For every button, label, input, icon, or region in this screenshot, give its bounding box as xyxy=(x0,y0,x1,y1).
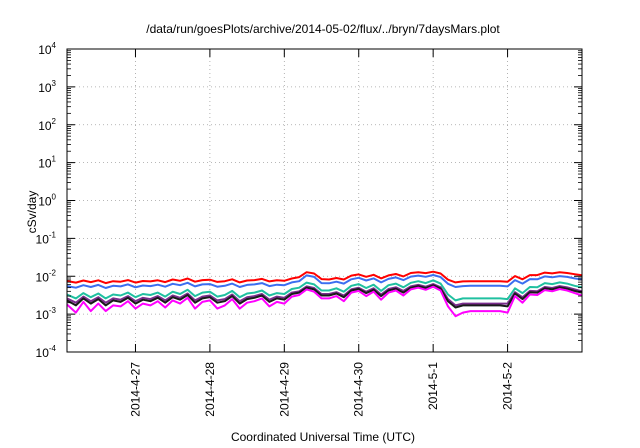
x-tick-labels: 2014-4-27 2014-4-28 2014-4-29 2014-4-30 2014… xyxy=(128,362,514,417)
y-tick-label: 103 xyxy=(38,79,56,95)
series-line-5 xyxy=(66,284,583,309)
series-line-4 xyxy=(66,283,583,307)
x-tick-label: 2014-5-1 xyxy=(426,362,440,410)
y-tick-label: 10-4 xyxy=(36,344,57,360)
y-tick-label: 102 xyxy=(38,117,56,133)
series-line-2 xyxy=(66,274,583,289)
series-line-1 xyxy=(66,270,583,285)
tick-marks xyxy=(67,48,582,353)
x-tick-label: 2014-4-29 xyxy=(277,362,291,417)
y-tick-labels: 10-4 10-3 10-2 10-1 100 101 102 103 104 xyxy=(36,41,57,360)
y-axis-label: cSv/day xyxy=(25,191,39,234)
x-tick-label: 2014-4-28 xyxy=(203,362,217,417)
y-tick-label: 104 xyxy=(38,41,56,57)
y-tick-label: 10-2 xyxy=(36,268,57,284)
y-tick-label: 101 xyxy=(38,155,56,171)
x-tick-label: 2014-4-30 xyxy=(352,362,366,417)
y-tick-label: 10-1 xyxy=(36,230,57,246)
x-axis-label: Coordinated Universal Time (UTC) xyxy=(231,430,415,444)
x-tick-label: 2014-4-27 xyxy=(128,362,142,417)
y-tick-label: 10-3 xyxy=(36,306,57,322)
series-line-6 xyxy=(66,285,583,318)
series-line-3 xyxy=(66,279,583,302)
chart-title: /data/run/goesPlots/archive/2014-05-02/f… xyxy=(146,22,500,36)
x-tick-label: 2014-5-2 xyxy=(501,362,515,410)
y-tick-label: 100 xyxy=(38,193,56,209)
plot-series xyxy=(66,270,583,318)
